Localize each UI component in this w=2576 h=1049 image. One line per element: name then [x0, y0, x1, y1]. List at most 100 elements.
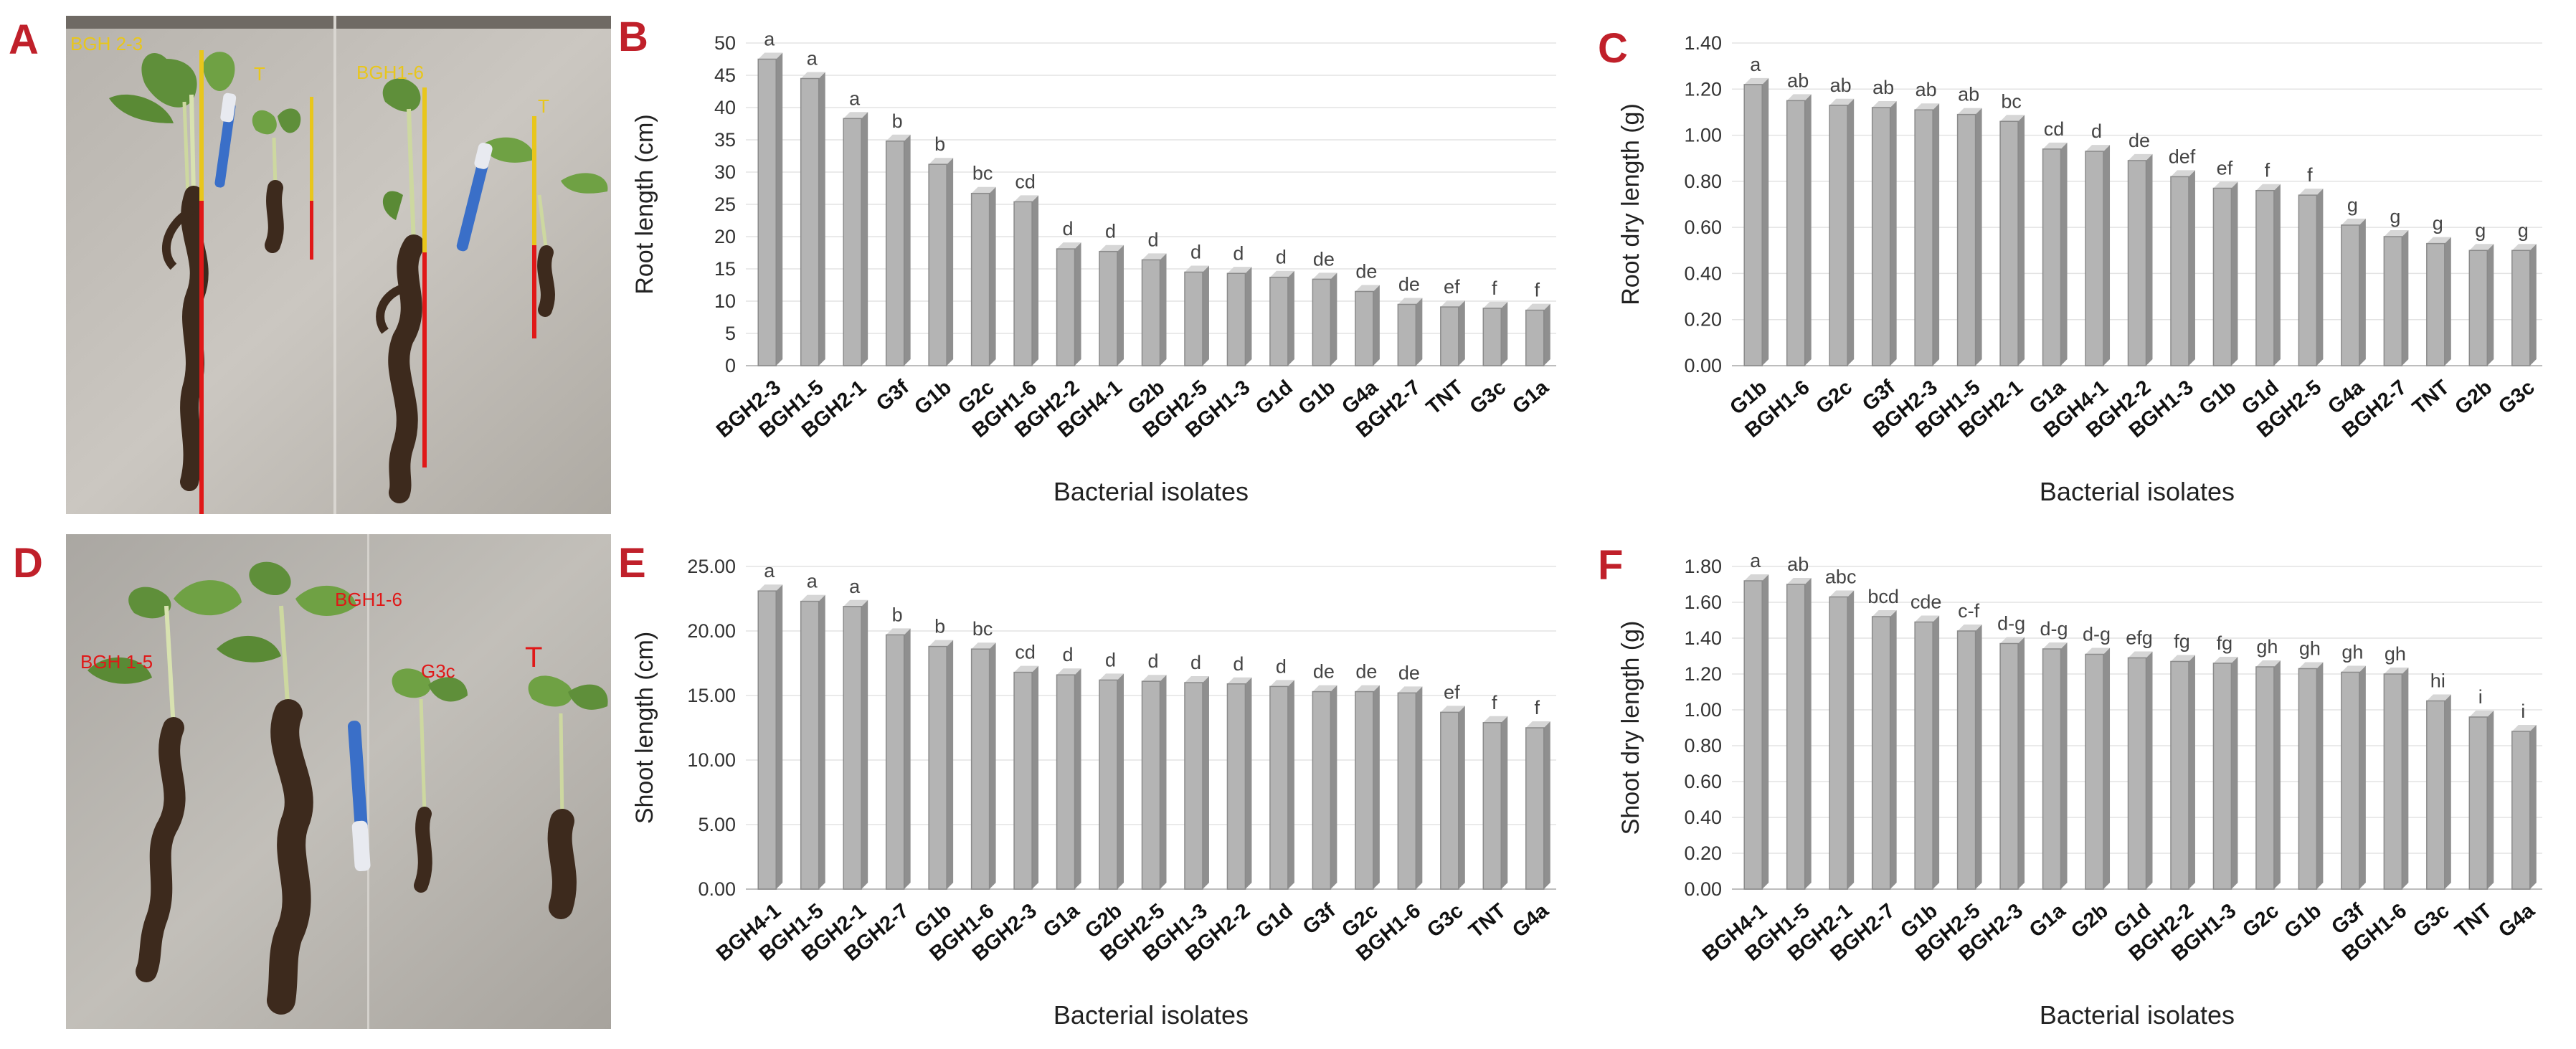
x-tick-label: G3c — [2494, 376, 2539, 419]
bar-top — [1872, 610, 1897, 617]
bar — [1482, 722, 1502, 890]
photo-label-bgh1-6-d: BGH1-6 — [335, 589, 402, 610]
bar-top — [2426, 237, 2451, 244]
photo-label-g3c: G3c — [421, 660, 455, 682]
bar-side — [2146, 651, 2153, 889]
bar-side — [2402, 230, 2409, 366]
y-tick-label: 45 — [714, 65, 736, 86]
photo-label-t-1: T — [254, 63, 265, 85]
bar — [1786, 584, 1806, 890]
bar — [1184, 682, 1203, 890]
bar-side — [2103, 647, 2111, 889]
chart-b-root-length: 0 5 10 15 20 25 30 35 40 45 50 a BGH2-3 a BGH1-5 a BGH2-… — [624, 29, 1571, 509]
significance-label: d-g — [1997, 613, 2025, 635]
significance-label: ab — [1958, 84, 1979, 105]
bar-top — [1312, 272, 1337, 280]
bar-side — [861, 112, 868, 366]
bar-side — [2103, 145, 2111, 366]
bar — [2127, 160, 2147, 366]
bar-top — [1525, 721, 1550, 728]
bar-top — [2255, 184, 2281, 191]
bar-top — [1957, 108, 1982, 115]
bar — [2042, 148, 2062, 366]
bar-side — [1287, 680, 1294, 889]
bar — [757, 58, 777, 366]
significance-label: a — [849, 576, 861, 597]
significance-label: f — [1535, 697, 1540, 718]
bar-side — [2060, 642, 2068, 889]
significance-label: f — [1492, 692, 1497, 713]
photo-d-plant-roots: BGH 1-5 BGH1-6 G3c T — [66, 534, 611, 1029]
y-tick-label: 0.00 — [1684, 878, 1722, 900]
significance-label: efg — [2126, 627, 2153, 649]
bar-side — [1032, 195, 1039, 366]
x-tick-label: TNT — [1464, 899, 1510, 943]
bar-side — [904, 628, 911, 889]
bar-top — [1142, 675, 1167, 682]
bar-side — [2316, 662, 2324, 889]
significance-label: ef — [1444, 681, 1460, 703]
y-tick-label: 5 — [725, 323, 736, 344]
bar-top — [2170, 170, 2195, 177]
significance-label: d-g — [2040, 618, 2068, 640]
bar-side — [1373, 285, 1380, 366]
bar-side — [2018, 637, 2025, 889]
bar — [2127, 657, 2147, 890]
significance-label: a — [807, 571, 818, 592]
bar-top — [929, 158, 954, 165]
bar-side — [1032, 665, 1039, 889]
bar — [928, 645, 947, 890]
significance-label: d-g — [2083, 624, 2111, 645]
bar-side — [1160, 675, 1167, 889]
y-tick-label: 20 — [714, 226, 736, 247]
x-axis-title: Bacterial isolates — [1053, 477, 1249, 506]
bar — [1999, 642, 2019, 890]
y-tick-label: 20.00 — [687, 620, 736, 642]
bar-side — [1762, 574, 1769, 889]
y-axis-title: Root dry length (g) — [1617, 103, 1644, 305]
bar — [2341, 224, 2360, 366]
bar — [885, 141, 905, 366]
bar-top — [2042, 642, 2068, 649]
bar — [2212, 663, 2232, 890]
bar-side — [1975, 625, 1982, 889]
bar-side — [1762, 77, 1769, 366]
significance-label: ef — [2217, 158, 2233, 179]
bar-side — [1890, 101, 1897, 366]
bar-top — [2213, 657, 2238, 663]
bar-side — [989, 186, 996, 366]
bar-top — [1915, 103, 1940, 110]
y-tick-label: 0.80 — [1684, 735, 1722, 756]
bar-side — [1804, 94, 1812, 366]
bar-top — [971, 186, 996, 194]
y-tick-label: 1.00 — [1684, 699, 1722, 721]
bar-side — [2529, 244, 2537, 366]
panel-letter-e: E — [618, 540, 646, 587]
bar-top — [2341, 665, 2366, 673]
bar-top — [2511, 244, 2537, 251]
significance-label: i — [2478, 686, 2483, 708]
bar — [1914, 109, 1933, 366]
bar-top — [1744, 574, 1769, 581]
bar-top — [2255, 660, 2281, 667]
bar-top — [2469, 711, 2494, 717]
bar-top — [2511, 725, 2537, 731]
red-marker-control — [310, 201, 313, 260]
bar — [1440, 306, 1459, 366]
x-tick-label: TNT — [2450, 899, 2496, 943]
bar-side — [2444, 237, 2451, 366]
bar-top — [1525, 303, 1550, 310]
bar — [2085, 151, 2104, 366]
bar-top — [1099, 673, 1124, 680]
significance-label: d — [1063, 218, 1074, 239]
significance-label: gh — [2299, 638, 2321, 660]
significance-label: d — [1147, 650, 1158, 672]
y-tick-label: 1.40 — [1684, 627, 1722, 649]
panel-letter-c: C — [1598, 25, 1628, 72]
photo-label-t-d: T — [525, 642, 542, 673]
significance-label: gh — [2341, 642, 2363, 663]
bar-side — [1847, 590, 1855, 889]
bar-side — [2359, 218, 2366, 366]
significance-label: ab — [1787, 554, 1809, 575]
bar-top — [2384, 230, 2409, 237]
